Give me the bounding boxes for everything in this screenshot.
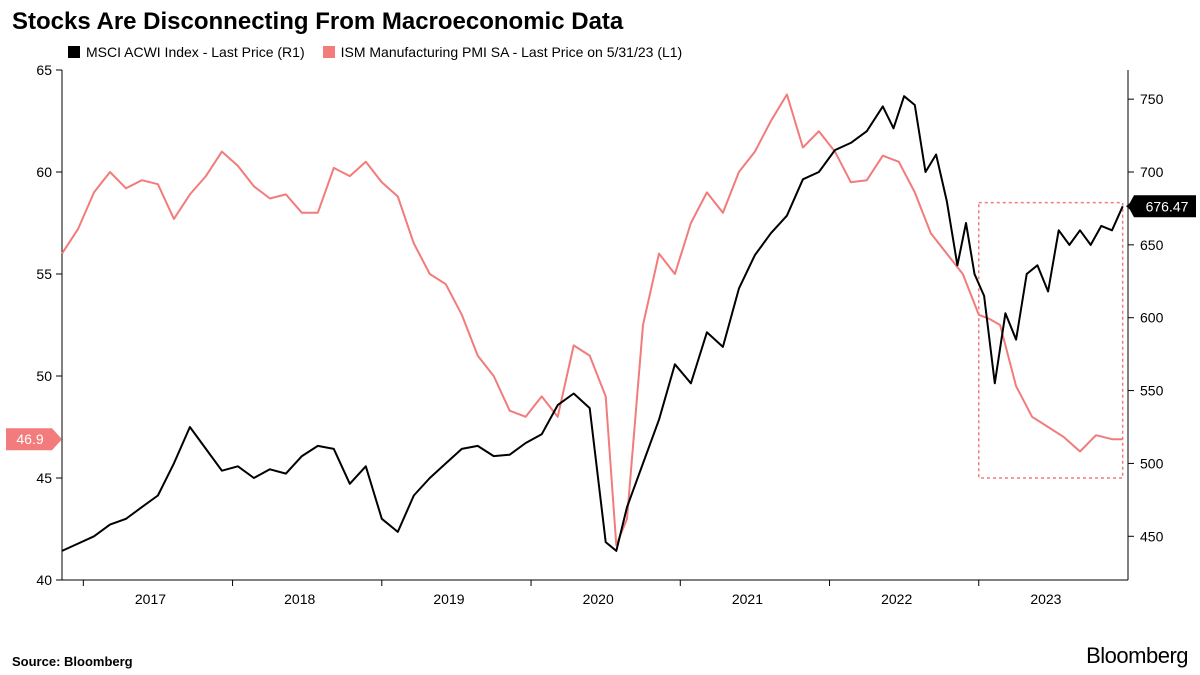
svg-text:55: 55 <box>36 266 52 282</box>
svg-text:750: 750 <box>1140 91 1164 107</box>
svg-text:2019: 2019 <box>433 591 464 607</box>
svg-text:45: 45 <box>36 470 52 486</box>
svg-text:46.9: 46.9 <box>16 431 43 447</box>
legend-item-msci: MSCI ACWI Index - Last Price (R1) <box>68 44 305 60</box>
svg-text:2021: 2021 <box>732 591 763 607</box>
svg-text:450: 450 <box>1140 528 1164 544</box>
legend-label-ism: ISM Manufacturing PMI SA - Last Price on… <box>341 44 683 60</box>
svg-text:2017: 2017 <box>135 591 166 607</box>
svg-text:650: 650 <box>1140 237 1164 253</box>
legend: MSCI ACWI Index - Last Price (R1) ISM Ma… <box>68 44 682 60</box>
chart-svg: 40 45 50 55 60 65 450 500 550 600 650 700 750 2017 201… <box>0 40 1200 630</box>
svg-text:40: 40 <box>36 572 52 588</box>
svg-text:500: 500 <box>1140 455 1164 471</box>
svg-text:2020: 2020 <box>583 591 614 607</box>
svg-text:60: 60 <box>36 164 52 180</box>
svg-text:2018: 2018 <box>284 591 315 607</box>
svg-text:676.47: 676.47 <box>1146 198 1189 214</box>
legend-swatch-msci <box>68 46 80 58</box>
footer: Source: Bloomberg Bloomberg <box>12 643 1188 669</box>
source-label: Source: Bloomberg <box>12 654 133 669</box>
svg-text:700: 700 <box>1140 164 1164 180</box>
svg-text:600: 600 <box>1140 310 1164 326</box>
svg-text:2023: 2023 <box>1030 591 1061 607</box>
bloomberg-logo: Bloomberg <box>1086 643 1188 669</box>
legend-item-ism: ISM Manufacturing PMI SA - Last Price on… <box>323 44 683 60</box>
svg-text:550: 550 <box>1140 383 1164 399</box>
svg-text:50: 50 <box>36 368 52 384</box>
svg-text:2022: 2022 <box>881 591 912 607</box>
svg-text:65: 65 <box>36 62 52 78</box>
legend-swatch-ism <box>323 46 335 58</box>
chart-container: MSCI ACWI Index - Last Price (R1) ISM Ma… <box>0 40 1200 630</box>
legend-label-msci: MSCI ACWI Index - Last Price (R1) <box>86 44 305 60</box>
chart-title: Stocks Are Disconnecting From Macroecono… <box>0 0 1200 40</box>
